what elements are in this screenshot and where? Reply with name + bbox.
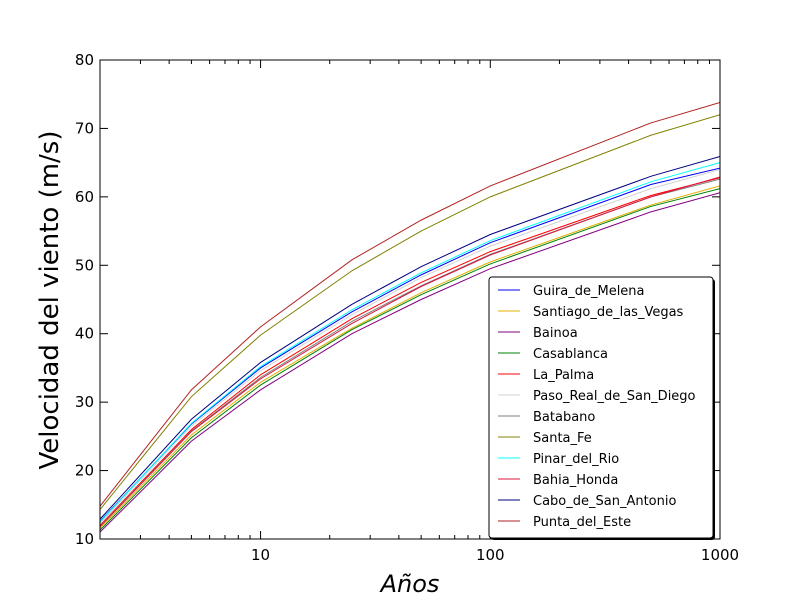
series-line-la-palma <box>100 177 720 526</box>
series-line-guira-de-melena <box>100 167 720 522</box>
y-tick-label: 30 <box>75 393 94 411</box>
legend-label: La_Palma <box>533 368 594 383</box>
y-tick-label: 60 <box>75 188 94 206</box>
series-layer <box>100 101 720 533</box>
legend-label: Pinar_del_Rio <box>533 452 619 467</box>
series-line-paso-real-de-san-diego <box>100 169 720 524</box>
series-line-bainoa <box>100 192 720 533</box>
legend-label: Guira_de_Melena <box>533 284 645 299</box>
y-tick-label: 40 <box>75 325 94 343</box>
x-axis-title: Años <box>379 570 440 598</box>
legend-label: Paso_Real_de_San_Diego <box>533 389 696 404</box>
legend-label: Punta_del_Este <box>533 515 631 530</box>
series-line-pinar-del-rio <box>100 162 720 523</box>
y-tick-label: 50 <box>75 256 94 274</box>
series-line-cabo-de-san-antonio <box>100 155 720 520</box>
legend-label: Bainoa <box>533 326 578 341</box>
x-tick-label: 1000 <box>701 546 739 564</box>
series-line-casablanca <box>100 188 720 531</box>
series-line-bahia-honda <box>100 176 720 528</box>
legend-label: Casablanca <box>533 347 608 362</box>
x-tick-label: 100 <box>476 546 505 564</box>
legend: Guira_de_Melena Santiago_de_las_Vegas Bain… <box>488 276 715 540</box>
legend-box <box>488 276 714 539</box>
legend-label: Santa_Fe <box>533 431 592 446</box>
y-tick-label: 10 <box>75 530 94 548</box>
legend-label: Batabano <box>533 410 595 425</box>
y-tick-label: 80 <box>75 51 94 69</box>
series-line-punta-del-este <box>100 101 720 507</box>
series-line-santa-fe <box>100 114 720 510</box>
y-axis-title: Velocidad del viento (m/s) <box>35 131 65 470</box>
y-tick-label: 20 <box>75 462 94 480</box>
legend-label: Bahia_Honda <box>533 473 618 488</box>
ticks-layer: 10 20 30 40 50 60 70 80 10 100 1000 <box>75 51 739 564</box>
y-tick-label: 70 <box>75 119 94 137</box>
plot-frame <box>99 59 721 540</box>
legend-label: Santiago_de_las_Vegas <box>533 305 684 320</box>
x-tick-label: 10 <box>251 546 270 564</box>
series-line-santiago-de-las-vegas <box>100 185 720 529</box>
legend-label: Cabo_de_San_Antonio <box>533 494 676 509</box>
